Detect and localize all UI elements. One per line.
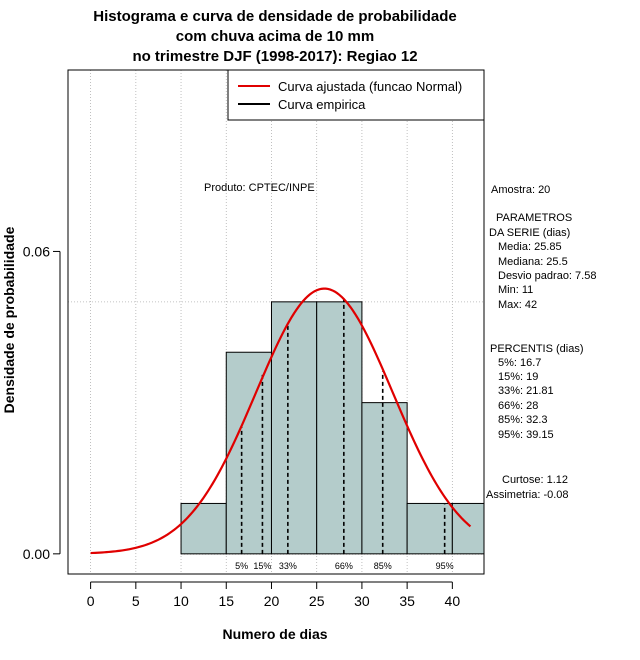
percentil-85: 85%: 32.3 (498, 414, 548, 426)
axes-layer: 0 5 10 15 20 25 30 35 40 0.00 0.06 (23, 243, 461, 609)
produto-label: Produto: CPTEC/INPE (204, 182, 315, 194)
y-tick-label-1: 0.06 (23, 243, 50, 259)
stat-media: Media: 25.85 (498, 241, 562, 253)
x-tick-label-30: 30 (354, 593, 370, 609)
normal-fit-curve (90, 287, 472, 555)
x-axis-title: Numero de dias (222, 626, 327, 642)
amostra-label: Amostra: 20 (491, 184, 550, 196)
percentil-33: 33%: 21.81 (498, 385, 554, 397)
bars-layer (180, 301, 485, 555)
x-tick-label-0: 0 (87, 593, 95, 609)
histogram-bar-6 (451, 502, 485, 555)
percentil-95: 95%: 39.15 (498, 429, 554, 441)
x-tick-label-5: 5 (132, 593, 140, 609)
stat-max: Max: 42 (498, 299, 537, 311)
parametros-line-2: DA SERIE (dias) (489, 227, 570, 239)
percentile-label-4: 85% (374, 561, 392, 571)
percentil-66: 66%: 28 (498, 400, 538, 412)
curves-layer (90, 287, 472, 555)
x-tick-label-40: 40 (445, 593, 461, 609)
percentile-label-3: 66% (335, 561, 353, 571)
y-tick-label-0: 0.00 (23, 546, 50, 562)
legend-label-fit: Curva ajustada (funcao Normal) (278, 79, 462, 94)
x-tick-label-20: 20 (264, 593, 280, 609)
assimetria-label: Assimetria: -0.08 (486, 489, 569, 501)
percentile-label-5: 95% (436, 561, 454, 571)
percentile-label-2: 33% (279, 561, 297, 571)
x-tick-label-35: 35 (399, 593, 415, 609)
legend-box (227, 69, 485, 121)
x-tick-label-25: 25 (309, 593, 325, 609)
histogram-bar-4 (361, 402, 408, 555)
legend-label-empirical: Curva empirica (278, 97, 366, 112)
percentil-5: 5%: 16.7 (498, 357, 541, 369)
stat-mediana: Mediana: 25.5 (498, 256, 568, 268)
histogram-bar-2 (270, 301, 318, 555)
histogram-bar-5 (406, 502, 453, 555)
legend: Curva ajustada (funcao Normal) Curva emp… (227, 69, 485, 121)
curtose-label: Curtose: 1.12 (502, 474, 568, 486)
percentile-label-1: 15% (253, 561, 271, 571)
percentil-15: 15%: 19 (498, 371, 538, 383)
parametros-line-1: PARAMETROS (496, 212, 572, 224)
percentis-header: PERCENTIS (dias) (490, 343, 584, 355)
chart-title-line-2: com chuva acima de 10 mm (176, 28, 374, 45)
y-axis-title: Densidade de probabilidade (1, 226, 17, 413)
percentile-labels-layer: 5% 15% 33% 66% 85% 95% (235, 561, 454, 571)
x-tick-label-10: 10 (173, 593, 189, 609)
x-tick-label-15: 15 (218, 593, 234, 609)
percentile-label-0: 5% (235, 561, 248, 571)
histogram-bar-3 (316, 301, 363, 555)
histogram-bar-1 (225, 351, 272, 555)
stat-desvio: Desvio padrao: 7.58 (498, 270, 596, 282)
percentile-lines-layer (181, 299, 484, 555)
stat-min: Min: 11 (498, 284, 533, 296)
histogram-bar-0 (180, 502, 227, 555)
chart-title-line-1: Histograma e curva de densidade de proba… (93, 8, 456, 25)
chart-title-line-3: no trimestre DJF (1998-2017): Regiao 12 (132, 48, 417, 65)
